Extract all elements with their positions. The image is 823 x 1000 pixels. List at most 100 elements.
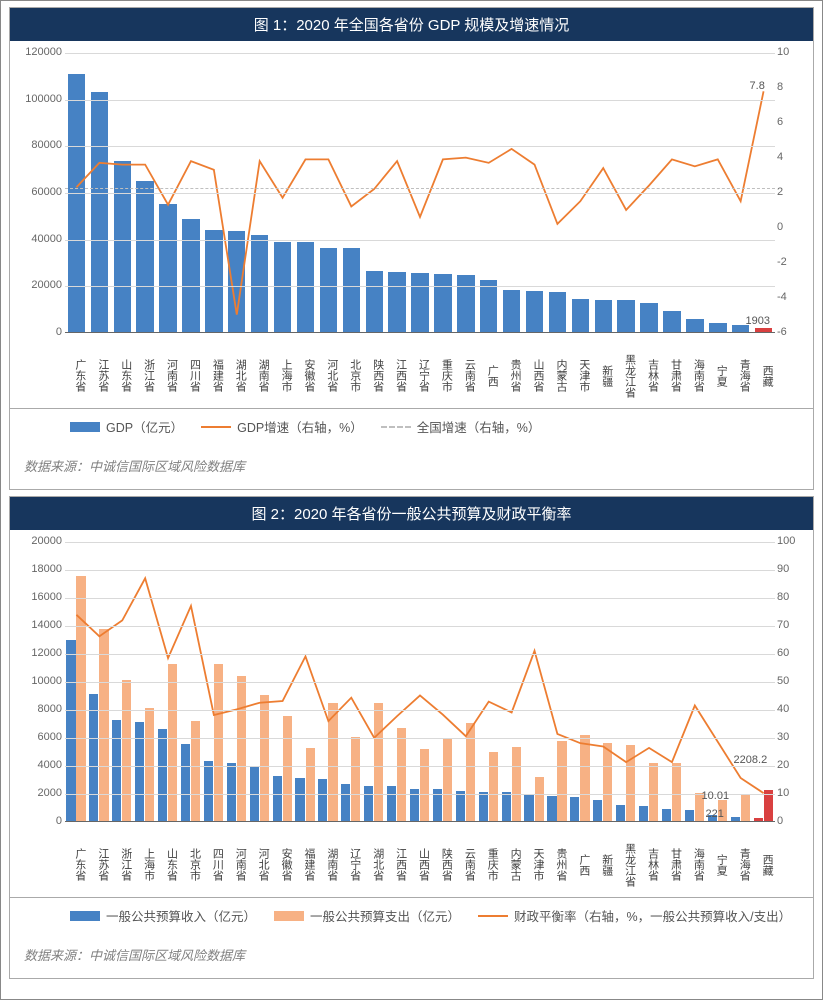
fig1-source: 数据来源：中诚信国际区域风险数据库 <box>10 446 813 489</box>
revenue-bar <box>502 792 511 821</box>
annotation: 1903 <box>746 315 770 327</box>
y-left-tick: 0 <box>18 326 62 338</box>
gdp-bar <box>366 271 383 332</box>
revenue-bar <box>89 694 98 821</box>
y-right-tick: 4 <box>777 151 809 163</box>
x-label: 海南省 <box>683 829 706 897</box>
gdp-bar <box>343 248 360 332</box>
x-label: 四川省 <box>202 829 225 897</box>
expend-bar <box>122 680 131 821</box>
x-label: 重庆市 <box>432 340 455 408</box>
x-label: 云南省 <box>454 829 477 897</box>
x-label: 宁夏 <box>706 829 729 897</box>
y-right-tick: -2 <box>777 256 809 268</box>
gdp-bar <box>549 292 566 333</box>
y-left-tick: 6000 <box>18 731 62 743</box>
y-left-tick: 8000 <box>18 703 62 715</box>
fig1-title: 图 1：2020 年全国各省份 GDP 规模及增速情况 <box>10 8 813 41</box>
gdp-bar <box>640 303 657 332</box>
x-label: 西藏 <box>752 829 775 897</box>
gdp-bar <box>320 248 337 332</box>
gdp-bar <box>251 235 268 332</box>
figure-1-panel: 图 1：2020 年全国各省份 GDP 规模及增速情况 7.81903 广东省江… <box>9 7 814 490</box>
figure-2-panel: 图 2：2020 年各省份一般公共预算及财政平衡率 2208.210.01221… <box>9 496 814 979</box>
revenue-bar <box>456 791 465 821</box>
x-label: 辽宁省 <box>340 829 363 897</box>
y-right-tick: 0 <box>777 815 809 827</box>
y-left-tick: 80000 <box>18 139 62 151</box>
gdp-bar <box>709 323 726 332</box>
y-left-tick: 20000 <box>18 279 62 291</box>
gdp-bar <box>182 219 199 332</box>
expend-bar <box>237 676 246 821</box>
revenue-bar <box>204 761 213 821</box>
x-label: 青海省 <box>729 829 752 897</box>
x-label: 贵州省 <box>546 829 569 897</box>
expend-bar <box>626 745 635 821</box>
revenue-bar <box>662 809 671 821</box>
revenue-bar <box>318 779 327 821</box>
gdp-bar <box>388 272 405 332</box>
gdp-bar <box>91 92 108 332</box>
x-label: 四川省 <box>180 340 203 408</box>
gdp-bar <box>159 204 176 332</box>
gdp-bar <box>68 74 85 332</box>
x-label: 安徽省 <box>294 340 317 408</box>
x-label: 湖南省 <box>317 829 340 897</box>
x-label: 河南省 <box>157 340 180 408</box>
expend-bar <box>374 703 383 821</box>
x-label: 贵州省 <box>500 340 523 408</box>
expend-bar <box>351 737 360 821</box>
y-right-tick: 100 <box>777 535 809 547</box>
x-label: 新疆 <box>592 829 615 897</box>
x-label: 广西 <box>569 829 592 897</box>
y-left-tick: 16000 <box>18 591 62 603</box>
gdp-bar <box>686 319 703 332</box>
revenue-bar <box>273 776 282 821</box>
y-left-tick: 12000 <box>18 647 62 659</box>
x-label: 北京市 <box>180 829 203 897</box>
y-left-tick: 14000 <box>18 619 62 631</box>
expend-bar <box>580 735 589 821</box>
x-label: 陕西省 <box>363 340 386 408</box>
x-label: 北京市 <box>340 340 363 408</box>
revenue-bar <box>295 778 304 821</box>
x-label: 内蒙古 <box>500 829 523 897</box>
x-label: 湖南省 <box>248 340 271 408</box>
x-label: 浙江省 <box>134 340 157 408</box>
x-label: 山西省 <box>523 340 546 408</box>
x-label: 重庆市 <box>477 829 500 897</box>
legend-item: 一般公共预算支出（亿元） <box>274 906 460 925</box>
expend-bar <box>649 763 658 821</box>
annotation: 7.8 <box>750 80 765 92</box>
y-left-tick: 60000 <box>18 186 62 198</box>
expend-bar <box>489 752 498 821</box>
expend-bar <box>283 716 292 821</box>
gdp-bar <box>503 290 520 332</box>
x-label: 新疆 <box>592 340 615 408</box>
gdp-bar <box>205 230 222 332</box>
gdp-bar <box>434 274 451 332</box>
y-right-tick: 10 <box>777 46 809 58</box>
legend-item: 一般公共预算收入（亿元） <box>70 906 256 925</box>
revenue-bar <box>112 720 121 821</box>
y-right-tick: 60 <box>777 647 809 659</box>
revenue-bar <box>639 806 648 821</box>
x-label: 山东省 <box>157 829 180 897</box>
gdp-bar <box>228 231 245 332</box>
expend-bar <box>535 777 544 821</box>
legend-item: 全国增速（右轴，%） <box>381 417 541 436</box>
y-left-tick: 10000 <box>18 675 62 687</box>
x-label: 河北省 <box>317 340 340 408</box>
fig2-title: 图 2：2020 年各省份一般公共预算及财政平衡率 <box>10 497 813 530</box>
y-right-tick: -6 <box>777 326 809 338</box>
y-right-tick: 70 <box>777 619 809 631</box>
y-right-tick: 30 <box>777 731 809 743</box>
annotation: 2208.2 <box>734 754 768 766</box>
x-label: 辽宁省 <box>409 340 432 408</box>
y-left-tick: 18000 <box>18 563 62 575</box>
y-left-tick: 40000 <box>18 233 62 245</box>
revenue-bar <box>593 800 602 821</box>
expend-bar <box>328 703 337 821</box>
expend-bar <box>306 748 315 821</box>
